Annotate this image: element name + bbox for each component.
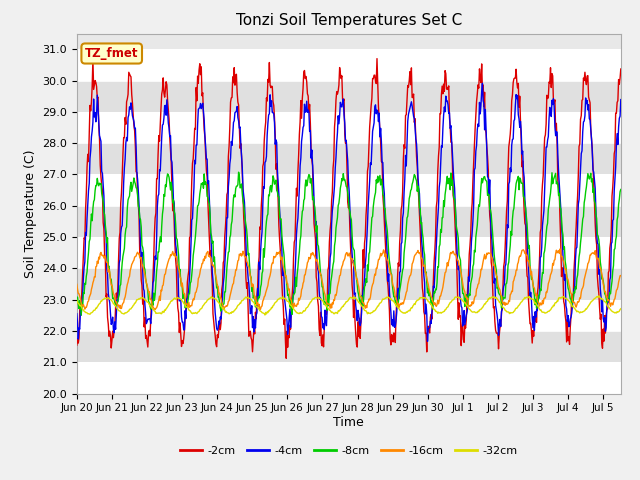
-2cm	[73, 342, 81, 348]
-32cm	[149, 306, 157, 312]
-16cm	[556, 246, 564, 252]
-2cm	[617, 66, 625, 72]
-32cm	[261, 312, 269, 318]
-2cm	[282, 355, 290, 361]
Bar	[77, 112, 621, 143]
-32cm	[595, 293, 603, 299]
Y-axis label: Soil Temperature (C): Soil Temperature (C)	[24, 149, 36, 278]
X-axis label: Time: Time	[333, 416, 364, 429]
-4cm	[479, 81, 486, 86]
Bar	[77, 206, 621, 237]
-8cm	[73, 295, 81, 300]
-8cm	[327, 278, 335, 284]
-2cm	[326, 227, 334, 233]
-4cm	[464, 304, 472, 310]
Bar	[77, 237, 621, 268]
Line: -4cm: -4cm	[77, 84, 621, 341]
-4cm	[617, 96, 625, 102]
-32cm	[326, 307, 334, 313]
-4cm	[424, 338, 431, 344]
-8cm	[77, 312, 85, 318]
-16cm	[464, 295, 472, 301]
-4cm	[305, 109, 313, 115]
Legend: -2cm, -4cm, -8cm, -16cm, -32cm: -2cm, -4cm, -8cm, -16cm, -32cm	[175, 441, 522, 460]
-16cm	[256, 307, 264, 313]
-16cm	[73, 281, 81, 287]
-2cm	[306, 102, 314, 108]
-8cm	[478, 176, 486, 181]
Bar	[77, 143, 621, 174]
Bar	[77, 174, 621, 206]
-8cm	[617, 187, 625, 192]
Bar	[77, 300, 621, 331]
Text: TZ_fmet: TZ_fmet	[85, 47, 138, 60]
-4cm	[75, 325, 83, 331]
-8cm	[307, 180, 314, 186]
Title: Tonzi Soil Temperatures Set C: Tonzi Soil Temperatures Set C	[236, 13, 462, 28]
-16cm	[149, 304, 157, 310]
-32cm	[73, 297, 81, 303]
-16cm	[477, 266, 484, 272]
-2cm	[465, 272, 472, 278]
Bar	[77, 362, 621, 394]
-2cm	[149, 276, 157, 281]
-2cm	[373, 56, 381, 61]
Line: -2cm: -2cm	[77, 59, 621, 358]
Bar	[77, 49, 621, 81]
Line: -8cm: -8cm	[77, 172, 621, 315]
-2cm	[75, 335, 83, 341]
-16cm	[306, 256, 314, 262]
-2cm	[478, 61, 486, 67]
-16cm	[75, 291, 83, 297]
-16cm	[617, 273, 625, 278]
-8cm	[465, 294, 472, 300]
-4cm	[326, 273, 333, 278]
-8cm	[235, 169, 243, 175]
Bar	[77, 268, 621, 300]
-32cm	[617, 306, 625, 312]
Line: -16cm: -16cm	[77, 249, 621, 310]
-16cm	[326, 305, 334, 311]
-32cm	[477, 307, 484, 312]
-4cm	[73, 311, 81, 316]
-32cm	[75, 301, 83, 307]
Line: -32cm: -32cm	[77, 296, 621, 315]
-32cm	[464, 304, 472, 310]
-4cm	[149, 280, 157, 286]
Bar	[77, 331, 621, 362]
-8cm	[150, 290, 157, 296]
-4cm	[477, 102, 484, 108]
Bar	[77, 81, 621, 112]
-32cm	[306, 301, 314, 307]
-8cm	[75, 306, 83, 312]
